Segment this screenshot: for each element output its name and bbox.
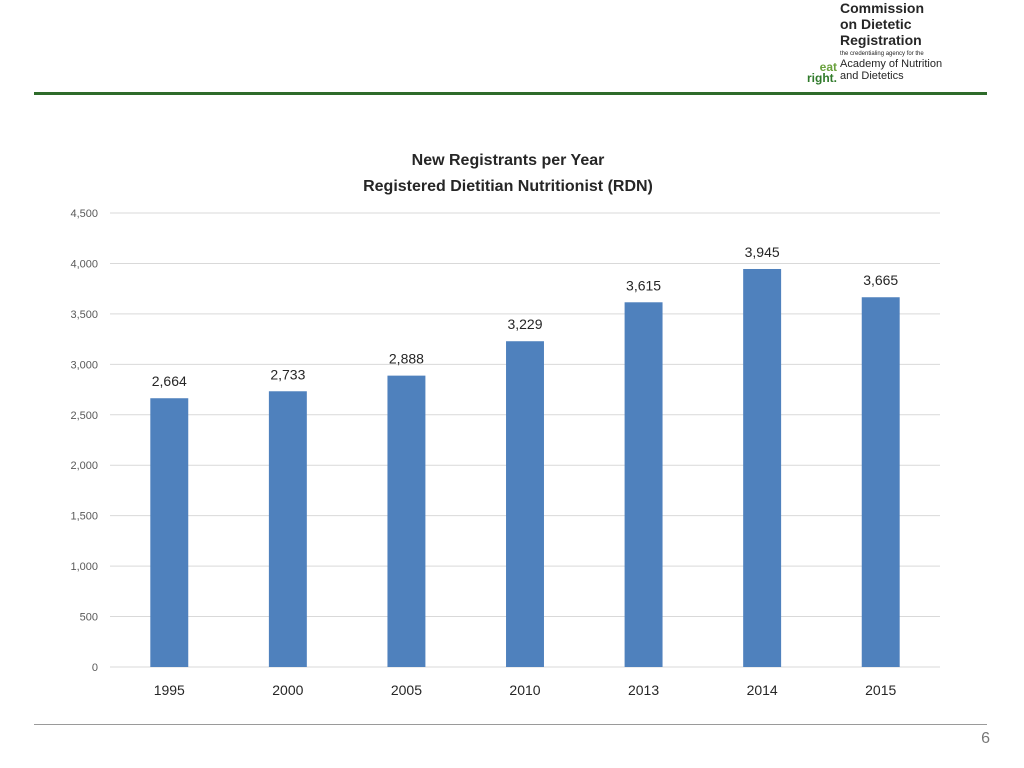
data-labels: 2,664 2,733 2,888 3,229 3,615 3,945 3,665 <box>152 244 899 389</box>
x-tick-label: 2000 <box>272 682 303 698</box>
academy-name: Academy of Nutrition and Dietetics <box>840 58 942 82</box>
x-tick-label: 2015 <box>865 682 896 698</box>
bar <box>506 341 544 667</box>
x-tick-label: 2013 <box>628 682 659 698</box>
y-tick-label: 1,000 <box>70 561 98 573</box>
x-axis: 1995 2000 2005 2010 2013 2014 2015 <box>154 682 897 698</box>
bars <box>150 268 900 667</box>
y-tick-label: 4,500 <box>70 208 98 220</box>
data-label: 2,888 <box>389 351 424 367</box>
header-divider <box>34 92 987 95</box>
footer-divider <box>34 724 987 725</box>
eatright-logo-word: eat <box>819 60 837 74</box>
data-label: 2,733 <box>270 366 305 382</box>
org-tagline: the credentialing agency for the <box>840 51 924 57</box>
eatright-logo: eat right. <box>801 60 837 85</box>
org-name-line: on Dietetic <box>840 16 912 32</box>
y-tick-label: 2,500 <box>70 410 98 422</box>
bar <box>624 302 663 667</box>
cdr-logo: Commission on Dietetic Registration the … <box>800 0 960 86</box>
y-tick-label: 0 <box>92 662 98 674</box>
chart-title: New Registrants per Year <box>412 152 605 169</box>
page-number: 6 <box>981 730 990 747</box>
data-label: 3,665 <box>863 272 898 288</box>
academy-name-line: Academy of Nutrition <box>840 58 943 70</box>
bar <box>268 391 307 667</box>
data-label: 2,664 <box>152 373 187 389</box>
org-name-line: Registration <box>840 32 922 48</box>
academy-name-line: and Dietetics <box>840 70 904 82</box>
x-tick-label: 2014 <box>747 682 778 698</box>
x-tick-label: 2005 <box>391 682 422 698</box>
x-tick-label: 1995 <box>154 682 185 698</box>
bar-chart: New Registrants per Year Registered Diet… <box>70 152 940 698</box>
y-axis: 0 500 1,000 1,500 2,000 2,500 3,000 3,500 4,000 4… <box>70 208 98 674</box>
org-name-line: Commission <box>840 0 925 16</box>
bar <box>150 398 189 667</box>
chart-subtitle: Registered Dietitian Nutritionist (RDN) <box>363 178 653 195</box>
y-tick-label: 3,500 <box>70 309 98 321</box>
y-tick-label: 500 <box>80 612 98 624</box>
y-tick-label: 1,500 <box>70 511 98 523</box>
org-name: Commission on Dietetic Registration <box>840 0 924 48</box>
bar <box>387 375 426 667</box>
data-label: 3,945 <box>745 244 780 260</box>
data-label: 3,229 <box>507 316 542 332</box>
eatright-logo-word: right. <box>807 71 837 85</box>
bar <box>861 297 900 667</box>
bar <box>743 268 782 667</box>
y-tick-label: 4,000 <box>70 258 98 270</box>
y-tick-label: 3,000 <box>70 359 98 371</box>
x-tick-label: 2010 <box>509 682 540 698</box>
y-tick-label: 2,000 <box>70 460 98 472</box>
data-label: 3,615 <box>626 277 661 293</box>
